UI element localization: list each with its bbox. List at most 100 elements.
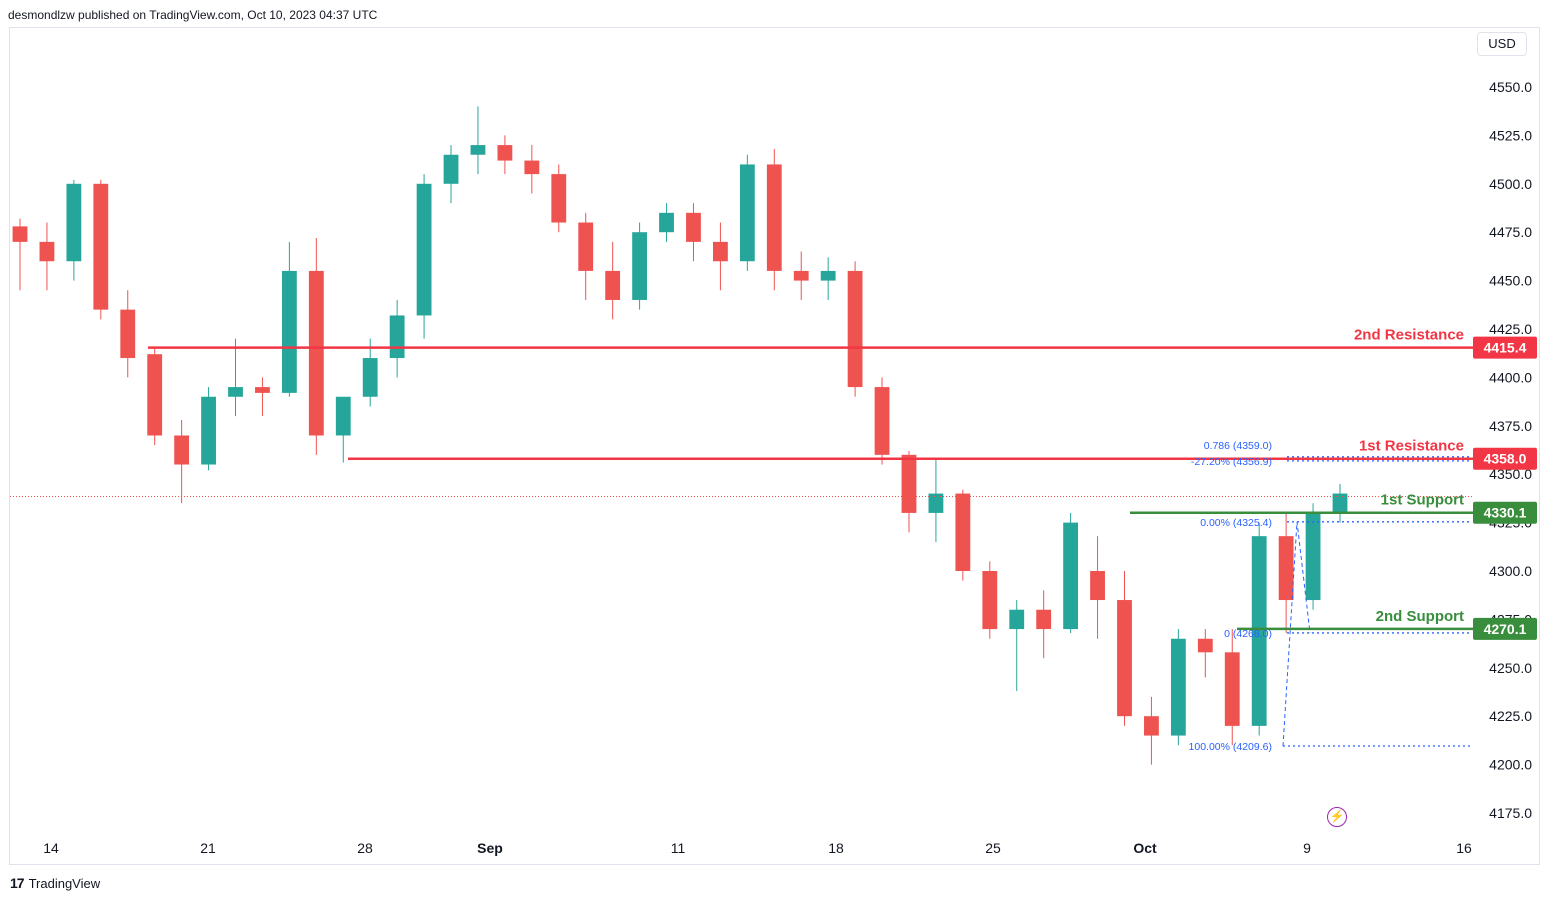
candle-body: [874, 387, 890, 455]
candle-body: [362, 358, 378, 397]
candle-body: [766, 164, 782, 271]
fib-label: 100.00% (4209.6): [1189, 741, 1272, 753]
candle-body: [1278, 536, 1294, 601]
candle-body: [1117, 600, 1132, 717]
price-tag: [1473, 336, 1537, 359]
candle-body: [1036, 609, 1052, 630]
candle-body: [1063, 522, 1079, 630]
candle-body: [686, 212, 701, 242]
price-tick-label: 4425.0: [1489, 321, 1532, 337]
price-tag: [1473, 501, 1537, 524]
candle-body: [255, 387, 270, 393]
time-tick-label: 18: [828, 840, 844, 856]
candle-body: [308, 270, 324, 436]
candle-body: [93, 183, 109, 310]
lightning-icon[interactable]: ⚡: [1327, 807, 1347, 827]
candle-body: [39, 241, 55, 262]
price-tag-label: 4358.0: [1484, 451, 1527, 467]
price-tag-label: 4415.4: [1484, 340, 1527, 356]
tradingview-logo-icon: 17: [10, 875, 25, 891]
currency-button[interactable]: USD: [1477, 32, 1527, 56]
time-tick-label: 14: [43, 840, 59, 856]
price-tick-label: 4475.0: [1489, 224, 1532, 240]
level-label: 1st Support: [1381, 492, 1464, 509]
candle-body: [847, 270, 863, 388]
candle-body: [901, 454, 917, 513]
candle-body: [551, 174, 567, 223]
time-tick-label: 11: [671, 840, 686, 856]
candle-body: [524, 160, 540, 175]
candle-body: [1305, 512, 1321, 601]
time-tick-label: 21: [200, 840, 216, 856]
candle-body: [982, 571, 998, 630]
candle-body: [1332, 493, 1348, 513]
price-tag: [1473, 447, 1537, 470]
footer-brand: TradingView: [28, 875, 101, 891]
price-tick-label: 4175.0: [1489, 805, 1532, 821]
candle-body: [470, 145, 486, 155]
publish-info: desmondlzw published on TradingView.com,…: [8, 8, 378, 22]
candle-body: [1144, 716, 1159, 736]
candle-body: [1251, 536, 1267, 726]
candle-body: [632, 232, 647, 300]
candle-body: [1009, 609, 1025, 630]
candle-body: [793, 270, 809, 281]
price-tag: [1473, 617, 1537, 640]
chart-frame: [9, 27, 1540, 865]
candle-body: [820, 270, 836, 281]
price-tick-label: 4500.0: [1489, 176, 1532, 192]
price-tag-label: 4270.1: [1484, 621, 1527, 637]
candle-body: [147, 354, 163, 436]
fib-label: 0.00% (4325.4): [1200, 517, 1272, 529]
candle-body: [201, 396, 216, 465]
time-tick-label: 25: [985, 840, 1001, 856]
candle-body: [713, 241, 728, 262]
candle-body: [739, 164, 755, 262]
candle-body: [1090, 571, 1105, 601]
fib-label: -27.20% (4356.9): [1191, 456, 1272, 468]
price-tick-label: 4300.0: [1489, 563, 1532, 579]
candle-body: [12, 226, 28, 242]
candle-body: [497, 145, 513, 161]
candle-body: [1170, 638, 1186, 736]
candle-body: [578, 222, 594, 271]
price-tick-label: 4450.0: [1489, 273, 1532, 289]
fib-label: 0 (4268.0): [1224, 628, 1272, 640]
candle-body: [928, 493, 944, 513]
fib-projection: [1282, 521, 1311, 747]
tradingview-footer[interactable]: 17 TradingView: [10, 875, 100, 891]
candle-body: [416, 183, 432, 316]
price-tick-label: 4375.0: [1489, 418, 1532, 434]
candle-body: [389, 315, 405, 359]
time-tick-label: Oct: [1133, 840, 1157, 856]
candle-body: [1197, 638, 1213, 653]
price-tick-label: 4550.0: [1489, 79, 1532, 95]
candle-body: [66, 183, 82, 262]
fib-label: 0.786 (4359.0): [1204, 440, 1272, 452]
candle-body: [443, 154, 459, 184]
price-tag-label: 4330.1: [1484, 505, 1527, 521]
price-tick-label: 4350.0: [1489, 466, 1532, 482]
level-label: 2nd Support: [1376, 608, 1464, 625]
level-label: 1st Resistance: [1359, 438, 1464, 455]
candle-body: [281, 270, 297, 393]
candle-body: [955, 493, 971, 571]
time-tick-label: 16: [1456, 840, 1472, 856]
time-tick-label: Sep: [477, 840, 503, 856]
candle-body: [335, 396, 351, 436]
candle-body: [659, 212, 674, 233]
candle-body: [1224, 652, 1240, 726]
price-tick-label: 4525.0: [1489, 127, 1532, 143]
level-label: 2nd Resistance: [1354, 327, 1464, 344]
price-tick-label: 4250.0: [1489, 660, 1532, 676]
time-tick-label: 28: [357, 840, 373, 856]
candle-body: [174, 435, 190, 465]
candle-body: [120, 309, 136, 359]
price-tick-label: 4225.0: [1489, 708, 1532, 724]
price-tick-label: 4400.0: [1489, 369, 1532, 385]
candle-body: [605, 270, 621, 300]
time-tick-label: 9: [1303, 840, 1311, 856]
candle-body: [228, 387, 243, 397]
price-tick-label: 4200.0: [1489, 757, 1532, 773]
